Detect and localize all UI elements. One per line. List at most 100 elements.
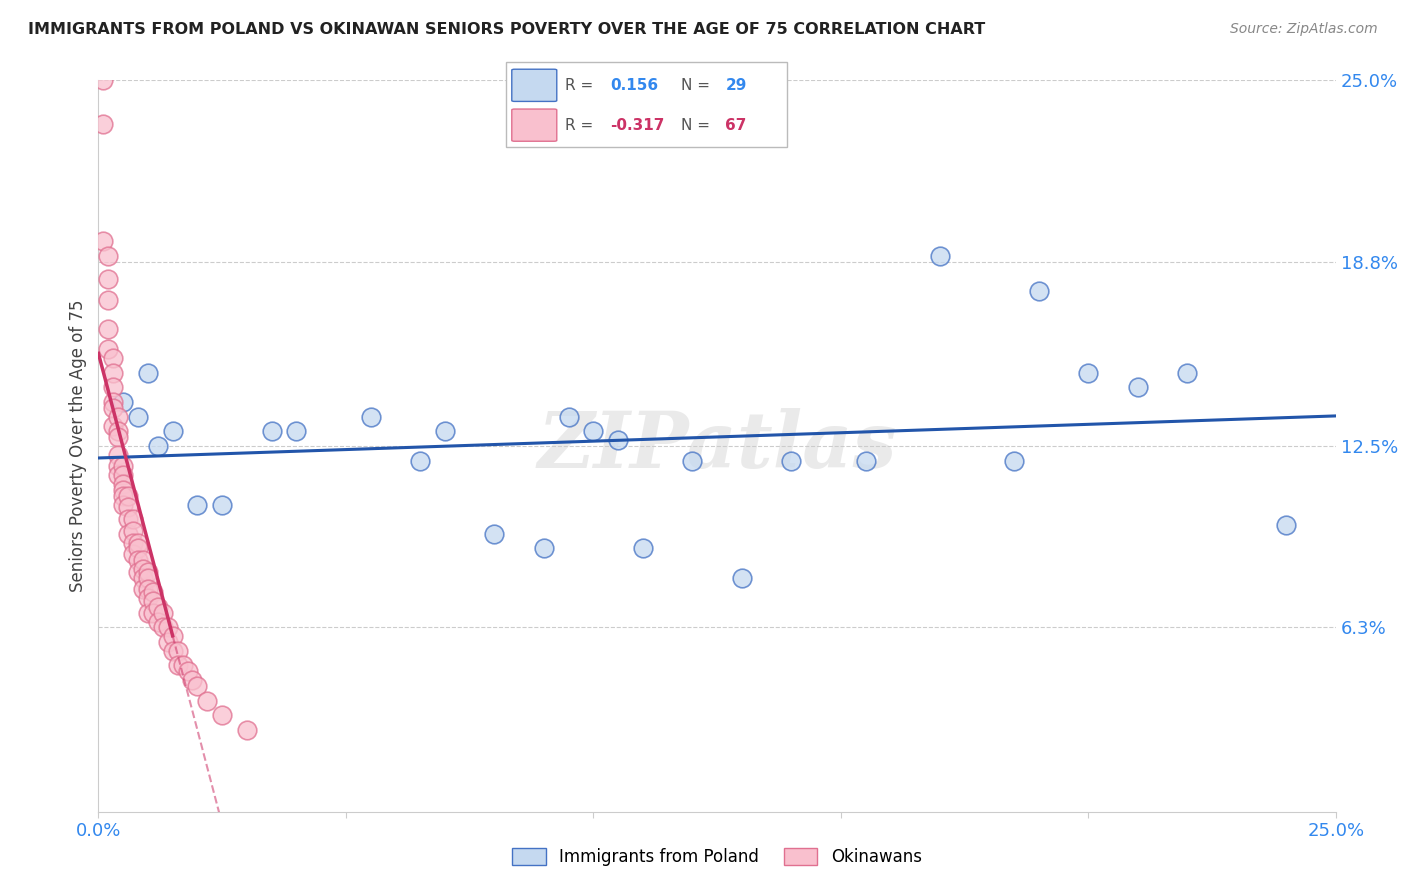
Point	[112, 483, 135, 497]
Point	[1028, 284, 1050, 298]
Point	[146, 439, 169, 453]
Point	[681, 453, 703, 467]
Point	[162, 644, 184, 658]
Point	[731, 571, 754, 585]
Point	[107, 468, 129, 483]
Point	[136, 571, 159, 585]
Point	[142, 594, 165, 608]
Text: 0.156: 0.156	[610, 78, 658, 93]
Point	[152, 620, 174, 634]
Point	[93, 73, 115, 87]
Point	[136, 591, 159, 606]
Point	[103, 380, 125, 394]
Point	[103, 395, 125, 409]
Text: R =: R =	[565, 118, 593, 133]
Point	[97, 322, 120, 336]
Point	[136, 565, 159, 579]
Point	[1275, 518, 1298, 533]
Point	[582, 425, 605, 439]
Point	[112, 477, 135, 491]
Point	[103, 366, 125, 380]
Point	[107, 409, 129, 424]
Point	[181, 673, 204, 687]
Text: -0.317: -0.317	[610, 118, 665, 133]
Point	[285, 425, 308, 439]
Point	[132, 571, 155, 585]
Point	[533, 541, 555, 556]
Point	[107, 430, 129, 444]
Legend: Immigrants from Poland, Okinawans: Immigrants from Poland, Okinawans	[506, 841, 928, 873]
Point	[122, 524, 145, 538]
Point	[195, 693, 218, 707]
Point	[112, 489, 135, 503]
Point	[112, 468, 135, 483]
Text: R =: R =	[565, 78, 593, 93]
Point	[186, 498, 208, 512]
Point	[136, 582, 159, 597]
Point	[211, 708, 233, 723]
Point	[162, 425, 184, 439]
Text: 29: 29	[725, 78, 747, 93]
Point	[132, 553, 155, 567]
Point	[132, 582, 155, 597]
Point	[136, 606, 159, 620]
Point	[112, 498, 135, 512]
Point	[176, 665, 198, 679]
Point	[162, 629, 184, 643]
Point	[146, 615, 169, 629]
Point	[136, 366, 159, 380]
Point	[928, 249, 950, 263]
Point	[122, 547, 145, 561]
Point	[433, 425, 456, 439]
Point	[557, 409, 579, 424]
Point	[127, 409, 149, 424]
FancyBboxPatch shape	[506, 62, 787, 147]
Point	[142, 606, 165, 620]
Y-axis label: Seniors Poverty Over the Age of 75: Seniors Poverty Over the Age of 75	[69, 300, 87, 592]
Point	[1077, 366, 1099, 380]
Text: IMMIGRANTS FROM POLAND VS OKINAWAN SENIORS POVERTY OVER THE AGE OF 75 CORRELATIO: IMMIGRANTS FROM POLAND VS OKINAWAN SENIO…	[28, 22, 986, 37]
Text: N =: N =	[681, 118, 710, 133]
Point	[97, 293, 120, 307]
Point	[855, 453, 877, 467]
Point	[631, 541, 654, 556]
Point	[97, 272, 120, 286]
Point	[409, 453, 432, 467]
Point	[103, 401, 125, 415]
Point	[103, 351, 125, 366]
Point	[122, 512, 145, 526]
Point	[132, 562, 155, 576]
Text: Source: ZipAtlas.com: Source: ZipAtlas.com	[1230, 22, 1378, 37]
Text: N =: N =	[681, 78, 710, 93]
Point	[93, 234, 115, 248]
Point	[360, 409, 382, 424]
Point	[112, 395, 135, 409]
Point	[142, 585, 165, 599]
Point	[93, 117, 115, 131]
Point	[166, 644, 188, 658]
Point	[107, 425, 129, 439]
Point	[211, 498, 233, 512]
Point	[127, 565, 149, 579]
Point	[127, 553, 149, 567]
Point	[607, 433, 630, 447]
Point	[117, 526, 139, 541]
Point	[156, 635, 179, 649]
Point	[97, 343, 120, 357]
Point	[107, 448, 129, 462]
Point	[236, 723, 259, 737]
Point	[152, 606, 174, 620]
Point	[122, 535, 145, 549]
Point	[107, 459, 129, 474]
Point	[186, 679, 208, 693]
Point	[1002, 453, 1025, 467]
Point	[156, 620, 179, 634]
Point	[97, 249, 120, 263]
FancyBboxPatch shape	[512, 70, 557, 102]
Text: ZIPatlas: ZIPatlas	[537, 408, 897, 484]
Point	[172, 658, 194, 673]
Point	[1175, 366, 1198, 380]
Point	[146, 599, 169, 614]
Text: 67: 67	[725, 118, 747, 133]
Point	[127, 535, 149, 549]
